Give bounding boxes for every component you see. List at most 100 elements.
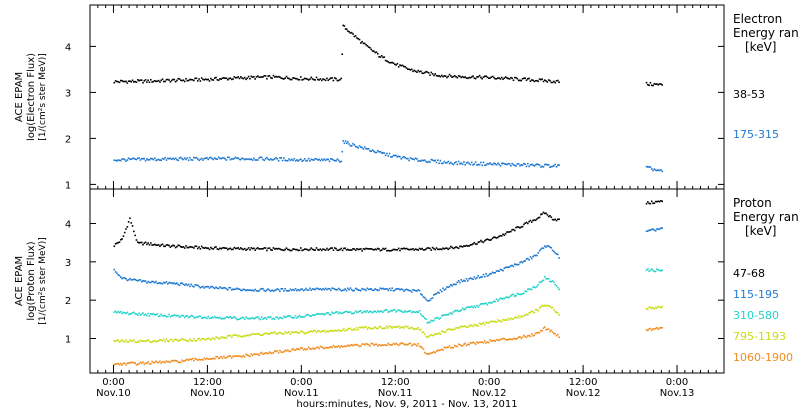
- data-point: [460, 325, 463, 328]
- data-point: [164, 245, 166, 248]
- data-point: [226, 248, 229, 251]
- data-point: [435, 247, 438, 249]
- data-point: [164, 340, 166, 343]
- data-point: [408, 327, 410, 330]
- data-point: [654, 83, 657, 86]
- data-point: [433, 334, 435, 336]
- data-point: [186, 340, 189, 342]
- data-point: [470, 324, 473, 326]
- data-point: [390, 156, 392, 158]
- data-point: [254, 159, 256, 161]
- data-point: [465, 306, 468, 309]
- data-point: [525, 221, 528, 224]
- data-point: [378, 311, 380, 313]
- data-point: [320, 346, 323, 349]
- data-point: [549, 305, 551, 308]
- data-point: [510, 76, 512, 79]
- data-point: [157, 158, 160, 161]
- data-point: [191, 340, 194, 342]
- data-point: [153, 313, 156, 316]
- data-point: [120, 159, 122, 162]
- data-point: [130, 312, 133, 315]
- data-point: [529, 219, 532, 222]
- data-point: [193, 247, 195, 249]
- data-point: [326, 346, 328, 349]
- data-point: [404, 156, 406, 159]
- data-point: [555, 285, 558, 287]
- data-point: [275, 156, 277, 159]
- data-point: [450, 283, 452, 286]
- data-point: [416, 71, 418, 73]
- data-point: [527, 78, 529, 80]
- data-point: [138, 79, 140, 82]
- data-point: [328, 287, 331, 290]
- data-point: [123, 312, 126, 314]
- data-point: [203, 157, 206, 160]
- data-point: [174, 338, 177, 340]
- data-point: [407, 289, 409, 291]
- x-tick-time: 0:00: [102, 377, 124, 388]
- data-point: [281, 332, 284, 335]
- data-point: [330, 313, 332, 316]
- data-point: [367, 288, 370, 291]
- data-point: [521, 77, 524, 80]
- data-point: [341, 150, 344, 153]
- data-point: [378, 289, 380, 291]
- data-point: [426, 71, 429, 73]
- data-point: [357, 289, 360, 291]
- data-point: [176, 360, 178, 362]
- data-point: [330, 330, 332, 332]
- data-point: [293, 349, 296, 351]
- data-point: [371, 327, 374, 330]
- data-point: [180, 245, 182, 248]
- data-point: [293, 316, 296, 319]
- data-point: [356, 327, 358, 329]
- data-point: [427, 353, 430, 356]
- data-point: [196, 158, 199, 160]
- data-point: [315, 158, 318, 160]
- data-point: [405, 67, 408, 69]
- data-point: [404, 325, 406, 328]
- data-point: [345, 329, 348, 332]
- data-point: [122, 340, 125, 343]
- data-point: [284, 248, 286, 251]
- data-point: [515, 165, 517, 167]
- data-point: [333, 77, 336, 79]
- data-point: [532, 310, 534, 313]
- data-point: [480, 76, 482, 79]
- data-point: [346, 328, 349, 331]
- data-point: [550, 247, 553, 249]
- data-point: [382, 152, 384, 154]
- data-point: [202, 285, 204, 288]
- data-point: [332, 287, 335, 290]
- data-point: [494, 163, 497, 165]
- data-point: [139, 339, 142, 342]
- data-point: [386, 309, 388, 311]
- data-point: [210, 246, 212, 249]
- data-point: [292, 331, 294, 334]
- data-point: [264, 316, 267, 319]
- data-point: [528, 259, 530, 261]
- data-point: [508, 231, 511, 233]
- data-point: [276, 76, 279, 78]
- data-point: [335, 77, 337, 80]
- data-point: [337, 287, 340, 290]
- data-point: [234, 354, 237, 357]
- data-point: [220, 247, 223, 250]
- data-point: [473, 163, 476, 165]
- data-point: [133, 278, 135, 281]
- data-point: [347, 30, 349, 32]
- data-point: [494, 77, 497, 80]
- data-point: [148, 340, 151, 343]
- data-point: [450, 312, 452, 314]
- data-point: [249, 289, 251, 291]
- data-point: [374, 343, 376, 346]
- data-point: [251, 354, 254, 357]
- data-point: [200, 77, 203, 79]
- data-point: [472, 325, 474, 328]
- data-point: [660, 326, 662, 329]
- data-point: [178, 284, 181, 287]
- data-point: [245, 78, 247, 81]
- data-point: [182, 283, 185, 286]
